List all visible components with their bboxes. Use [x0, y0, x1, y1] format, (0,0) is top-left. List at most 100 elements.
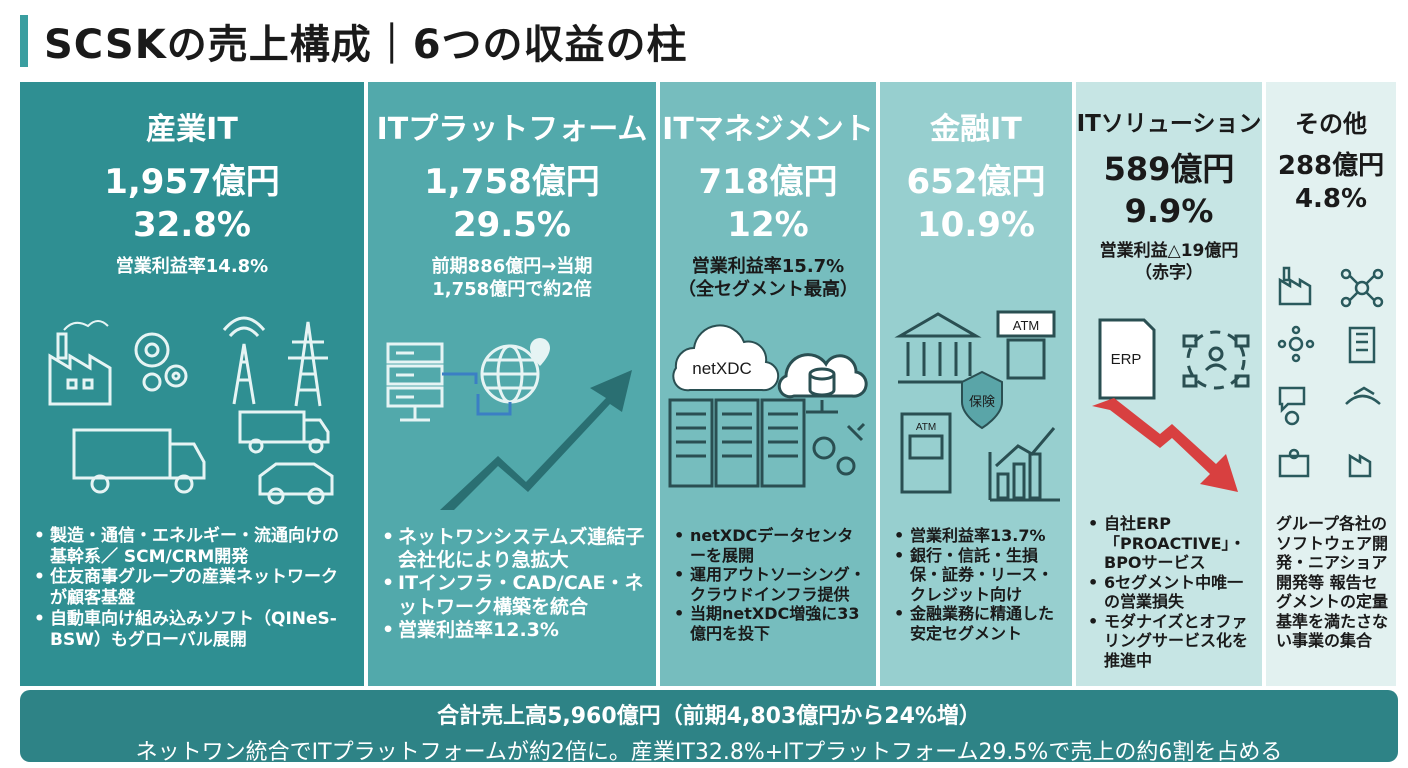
- segment-share: 4.8%: [1294, 184, 1368, 214]
- segment-note: 前期886億円→当期 1,758億円で約2倍: [432, 255, 593, 302]
- segment-name: 産業IT: [146, 112, 238, 147]
- truck-icon: [72, 428, 206, 494]
- segment-note-line: 営業利益率14.8%: [115, 256, 269, 277]
- segment-share: 10.9%: [917, 205, 1035, 245]
- segment-description: グループ各社のソフトウェア開発・ニアショア開発等 報告セグメントの定量基準を満た…: [1276, 514, 1389, 651]
- summary-detail: ネットワン統合でITプラットフォームが約2倍に。産業IT32.8%+ITプラット…: [135, 740, 1283, 765]
- other-illustration: [1277, 266, 1384, 478]
- segment-panel-other: その他 288億円 4.8% グループ各社のソフトウェア開発・ニアショア開発等 …: [1266, 82, 1396, 686]
- segment-bullets: 営業利益率13.7% 銀行・信託・生損保・証券・リース・クレジット向け 金融業務…: [894, 526, 1062, 643]
- segment-amount: 288億円: [1277, 151, 1385, 181]
- solution-illustration: ERP: [1092, 318, 1250, 492]
- segment-bullets: 自社ERP「PROACTIVE」・BPOサービス 6セグメント中唯一の営業損失 …: [1088, 514, 1252, 670]
- financial-illustration: ATM 保険 ATM: [894, 310, 1060, 502]
- insurance-label: 保険: [969, 395, 995, 410]
- factory-icon: [1278, 266, 1312, 306]
- segment-share: 12%: [727, 205, 809, 245]
- management-illustration: netXDC: [668, 324, 868, 488]
- segment-panel-it-management: ITマネジメント 718億円 12% 営業利益率15.7% （全セグメント最高）…: [660, 82, 876, 686]
- segment-share: 32.8%: [133, 205, 251, 245]
- list-item: 運用アウトソーシング・クラウドインフラ提供: [674, 565, 866, 604]
- segment-share: 29.5%: [453, 205, 571, 245]
- netxdc-label: netXDC: [692, 359, 752, 378]
- summary-total: 合計売上高5,960億円（前期4,803億円から24%増）: [437, 704, 981, 729]
- document-icon: ERP: [1098, 318, 1156, 400]
- list-item: 当期netXDC増強に33億円を投下: [674, 604, 866, 643]
- truck-icon: [238, 410, 330, 454]
- radio-tower-icon: [222, 316, 266, 405]
- segment-name: ITソリューション: [1076, 111, 1262, 137]
- segment-share: 9.9%: [1124, 192, 1214, 230]
- page-title: SCSKの売上構成｜6つの収益の柱: [44, 22, 688, 68]
- list-item: 6セグメント中唯一の営業損失: [1088, 573, 1252, 612]
- handshake-icon: [1345, 386, 1381, 405]
- bank-icon: [894, 312, 982, 384]
- list-item: 金融業務に精通した安定セグメント: [894, 604, 1062, 643]
- segment-amount: 718億円: [698, 162, 838, 202]
- segment-panels: 産業IT 1,957億円 32.8% 営業利益率14.8%: [20, 82, 1398, 686]
- gears-icon: [812, 422, 866, 476]
- cycle-icon: [1182, 330, 1250, 390]
- server-rack-icon: [386, 342, 444, 422]
- atm-label: ATM: [916, 422, 936, 433]
- segment-amount: 1,758億円: [424, 162, 600, 202]
- title-bar: SCSKの売上構成｜6つの収益の柱: [20, 14, 688, 68]
- power-pylon-icon: [288, 321, 328, 407]
- segment-note: 営業利益△19億円 （赤字）: [1100, 240, 1239, 284]
- summary-footer: 合計売上高5,960億円（前期4,803億円から24%増） ネットワン統合でIT…: [20, 690, 1398, 765]
- industrial-illustration: [48, 316, 334, 505]
- segment-amount: 1,957億円: [104, 162, 280, 202]
- erp-label: ERP: [1111, 351, 1142, 368]
- segment-name: 金融IT: [930, 112, 1022, 147]
- segment-bullets: ネットワンシステムズ連結子会社化により急拡大 ITインフラ・CAD/CAE・ネッ…: [382, 526, 646, 642]
- segment-note-line: 営業利益△19億円: [1099, 241, 1239, 261]
- cloud-icon: netXDC: [672, 324, 780, 392]
- list-item: ITインフラ・CAD/CAE・ネットワーク構築を統合: [382, 572, 646, 618]
- list-item: 自社ERP「PROACTIVE」・BPOサービス: [1088, 514, 1252, 573]
- segment-name: ITマネジメント: [662, 112, 874, 147]
- atm-icon: ATM: [900, 412, 952, 494]
- segment-panel-industrial-it: 産業IT 1,957億円 32.8% 営業利益率14.8%: [20, 82, 364, 686]
- list-item: netXDCデータセンターを展開: [674, 526, 866, 565]
- list-item: 自動車向け組み込みソフト（QINeS-BSW）もグローバル展開: [34, 609, 354, 650]
- server-rack-icon: [668, 398, 806, 488]
- segment-panel-it-solution: ITソリューション 589億円 9.9% 営業利益△19億円 （赤字） ERP …: [1076, 82, 1262, 686]
- list-item: 営業利益率12.3%: [382, 619, 646, 642]
- list-item: 営業利益率13.7%: [894, 526, 1062, 546]
- segment-note-line: 前期886億円→当期: [431, 256, 593, 277]
- list-item: 住友商事グループの産業ネットワークが顧客基盤: [34, 567, 354, 608]
- building-icon: [1348, 326, 1376, 364]
- segment-bullets: 製造・通信・エネルギー・流通向けの基幹系／ SCM/CRM開発 住友商事グループ…: [34, 526, 354, 650]
- growth-arrow-icon: [440, 370, 632, 510]
- shield-icon: 保険: [961, 370, 1003, 430]
- platform-illustration: [386, 338, 632, 510]
- factory-icon: [1348, 453, 1372, 478]
- atm-icon: ATM: [996, 310, 1056, 380]
- chat-icon: [1278, 386, 1306, 426]
- list-item: モダナイズとオファリングサービス化を推進中: [1088, 612, 1252, 671]
- list-item: 銀行・信託・生損保・証券・リース・クレジット向け: [894, 546, 1062, 605]
- car-icon: [258, 462, 334, 505]
- puzzle-icon: [1278, 448, 1310, 478]
- segment-panel-financial-it: 金融IT 652億円 10.9% ATM 保険 ATM: [880, 82, 1072, 686]
- decline-arrow-icon: [1092, 398, 1238, 492]
- segment-bullets: netXDCデータセンターを展開 運用アウトソーシング・クラウドインフラ提供 当…: [674, 526, 866, 643]
- network-link: [442, 372, 478, 384]
- segment-note-line: 営業利益率15.7%: [691, 256, 845, 277]
- segment-panel-it-platform: ITプラットフォーム 1,758億円 29.5% 前期886億円→当期 1,75…: [368, 82, 656, 686]
- database-icon: [777, 353, 868, 414]
- network-icon: [1340, 268, 1384, 308]
- atm-label: ATM: [1013, 318, 1039, 333]
- globe-icon: [480, 344, 540, 404]
- gears-icon: [134, 332, 188, 392]
- factory-icon: [48, 320, 112, 406]
- segment-note-line: 1,758億円で約2倍: [432, 279, 592, 301]
- segment-name: その他: [1295, 110, 1367, 138]
- segment-note: 営業利益率15.7% （全セグメント最高）: [678, 255, 858, 302]
- list-item: ネットワンシステムズ連結子会社化により急拡大: [382, 526, 646, 572]
- bar-chart-icon: [988, 427, 1060, 502]
- segment-note: 営業利益率14.8%: [116, 255, 268, 278]
- title-accent-bar: [20, 15, 28, 67]
- segment-amount: 589億円: [1103, 150, 1235, 188]
- segment-note-line: （赤字）: [1134, 263, 1203, 284]
